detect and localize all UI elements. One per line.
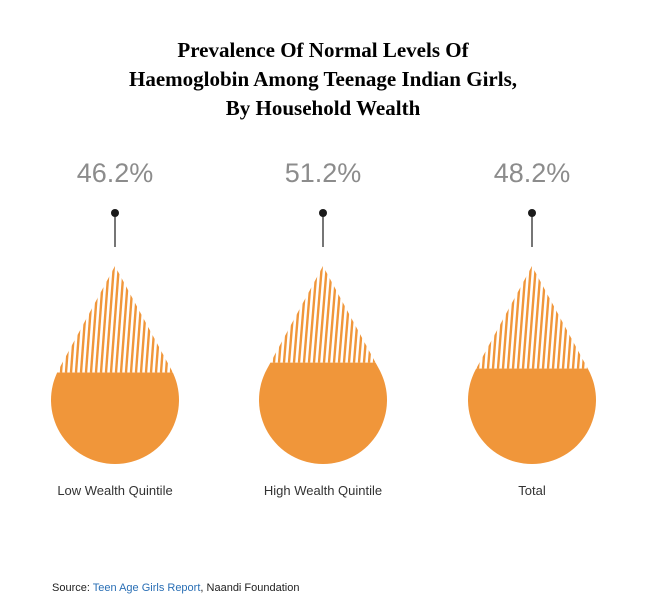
hatch-line <box>54 266 66 373</box>
hatch-line <box>586 266 596 369</box>
drop-fill-1 <box>259 362 387 464</box>
hatch-line <box>453 264 461 369</box>
hatch-line <box>104 266 116 373</box>
hatch-line <box>531 266 543 369</box>
hatch-line <box>196 264 204 373</box>
hatch-line <box>399 264 407 363</box>
hatch-line <box>581 266 593 369</box>
chart-title-line-2: Haemoglobin Among Teenage Indian Girls, <box>129 67 517 91</box>
hatch-line <box>377 266 387 363</box>
hatch-line <box>169 266 179 373</box>
hatch-line <box>404 264 412 363</box>
hatch-line <box>164 266 176 373</box>
hatch-line <box>362 266 374 363</box>
hatch-line <box>186 264 194 373</box>
hatch-line <box>317 266 329 363</box>
hatch-line <box>458 264 466 369</box>
hatch-line <box>591 266 596 369</box>
hatch-line <box>259 266 269 363</box>
hatch-line <box>41 264 49 373</box>
hatch-line <box>516 266 528 369</box>
hatch-line <box>372 266 384 363</box>
hatch-line <box>114 266 126 373</box>
hatch-line <box>262 266 274 363</box>
hatch-line <box>576 266 588 369</box>
category-label-0: Low Wealth Quintile <box>57 483 172 498</box>
hatch-line <box>191 264 199 373</box>
hatch-line <box>571 266 583 369</box>
drop-chart: 46.2% Low Wealth Quintile 51.2% High Wealth… <box>31 158 621 498</box>
hatch-line <box>608 264 616 369</box>
hatch-line <box>312 266 324 363</box>
source-link[interactable]: Teen Age Girls Report <box>92 582 201 594</box>
hatch-line <box>613 264 621 369</box>
pin-dot-0 <box>111 209 119 217</box>
hatch-line <box>51 266 61 373</box>
hatch-line <box>259 266 264 363</box>
hatch-line <box>307 266 319 363</box>
hatch-line <box>471 266 483 369</box>
hatch-line <box>159 266 171 373</box>
source-prefix: Source: <box>52 582 93 594</box>
value-label-0: 46.2% <box>77 158 154 188</box>
pin-dot-2 <box>528 209 536 217</box>
hatch-line <box>99 266 111 373</box>
hatch-line <box>367 266 379 363</box>
chart-title: Prevalence Of Normal Levels Of Haemoglob… <box>0 36 646 123</box>
hatch-line <box>598 264 606 369</box>
chart-title-line-3: By Household Wealth <box>225 96 421 120</box>
hatch-line <box>109 266 121 373</box>
pin-dot-1 <box>319 209 327 217</box>
hatch-line <box>448 264 456 369</box>
drop-0 <box>31 264 204 464</box>
hatch-line <box>239 264 247 363</box>
hatch-line <box>322 266 334 363</box>
source-suffix: , Naandi Foundation <box>200 582 300 594</box>
category-label-2: Total <box>518 483 546 498</box>
category-label-1: High Wealth Quintile <box>264 483 382 498</box>
value-label-2: 48.2% <box>494 158 571 188</box>
hatch-line <box>521 266 533 369</box>
hatch-line <box>51 266 56 373</box>
chart-title-line-1: Prevalence Of Normal Levels Of <box>177 38 469 62</box>
drop-fill-2 <box>468 368 596 464</box>
hatch-line <box>394 264 402 363</box>
hatch-line <box>249 264 257 363</box>
hatch-line <box>267 266 279 363</box>
hatch-line <box>468 266 473 369</box>
hatch-line <box>603 264 611 369</box>
hatch-line <box>382 266 387 363</box>
hatch-line <box>181 264 189 373</box>
drop-fill-0 <box>51 372 179 464</box>
source-note: Source: Teen Age Girls Report, Naandi Fo… <box>52 582 299 594</box>
hatch-line <box>244 264 252 363</box>
hatch-line <box>526 266 538 369</box>
drop-1 <box>239 264 412 464</box>
drop-2 <box>448 264 621 464</box>
hatch-line <box>36 264 44 373</box>
hatch-line <box>468 266 478 369</box>
value-label-1: 51.2% <box>285 158 362 188</box>
hatch-line <box>31 264 39 373</box>
hatch-line <box>389 264 397 363</box>
hatch-line <box>174 266 179 373</box>
